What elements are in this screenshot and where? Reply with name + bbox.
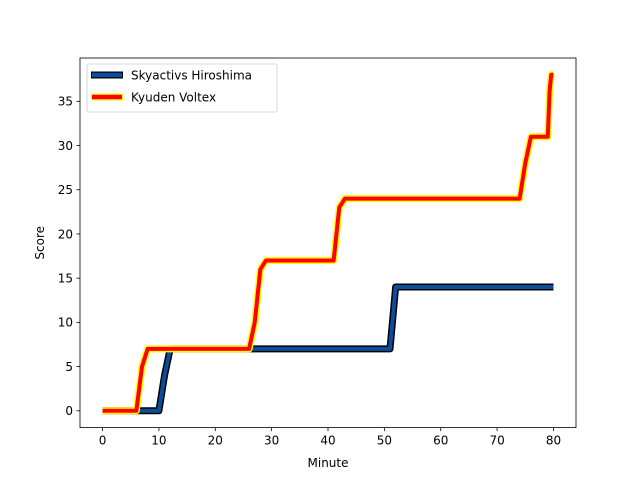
x-tick-label-2: 20 xyxy=(208,434,223,448)
y-axis-label: Score xyxy=(33,226,47,260)
legend-label-1: Kyuden Voltex xyxy=(131,91,216,105)
x-axis-label: Minute xyxy=(308,456,349,470)
x-tick-label-3: 30 xyxy=(264,434,279,448)
x-tick-label-5: 50 xyxy=(377,434,392,448)
y-tick-label-4: 20 xyxy=(58,227,73,241)
y-tick-label-2: 10 xyxy=(58,316,73,330)
legend-frame xyxy=(86,63,278,113)
y-tick-label-5: 25 xyxy=(58,183,73,197)
y-tick-label-3: 15 xyxy=(58,271,73,285)
plot-frame xyxy=(79,57,577,429)
legend-label-0: Skyactivs Hiroshima xyxy=(131,69,252,83)
x-tick-label-0: 0 xyxy=(99,434,107,448)
series-layer xyxy=(102,71,555,415)
y-tick-label-7: 35 xyxy=(58,95,73,109)
x-tick-label-6: 60 xyxy=(433,434,448,448)
y-tick-label-0: 0 xyxy=(65,404,73,418)
x-tick-label-8: 80 xyxy=(546,434,561,448)
y-tick-label-6: 30 xyxy=(58,139,73,153)
ticks-layer: 0 10 20 30 40 50 60 70 80 0 5 10 15 20 25 30 35 xyxy=(58,95,561,448)
x-tick-label-7: 70 xyxy=(489,434,504,448)
x-tick-label-1: 10 xyxy=(151,434,166,448)
legend: Skyactivs Hiroshima Kyuden Voltex xyxy=(86,63,278,113)
series-line-1 xyxy=(102,72,554,413)
x-tick-label-4: 40 xyxy=(320,434,335,448)
y-tick-label-1: 5 xyxy=(65,360,73,374)
